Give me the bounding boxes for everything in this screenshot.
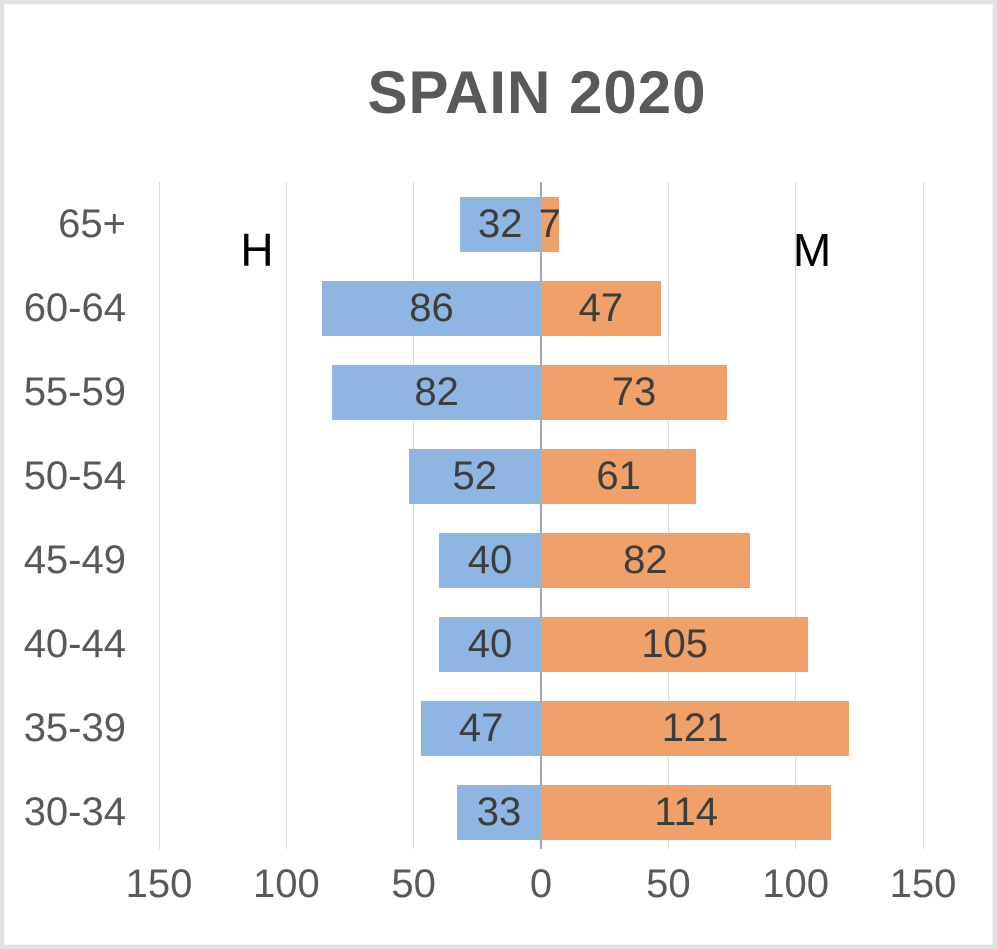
bar-value-label: 121	[661, 705, 729, 750]
bar-value-label: 32	[477, 201, 523, 246]
chart-title: SPAIN 2020	[367, 59, 707, 126]
bar-value-label: 47	[458, 705, 504, 750]
zero-axis-line	[540, 182, 542, 849]
bar-value-label: 52	[452, 453, 498, 498]
bar-m: 47	[541, 280, 661, 336]
gridline	[667, 182, 669, 849]
bar-h: 82	[332, 364, 541, 420]
bar-h: 40	[439, 616, 541, 672]
bar-value-label: 7	[538, 201, 562, 246]
category-label: 50-54	[23, 453, 126, 498]
gridline	[922, 182, 924, 849]
bar-m: 7	[538, 196, 562, 252]
bar-h: 40	[439, 532, 541, 588]
bar-value-label: 105	[641, 621, 709, 666]
bar-value-label: 40	[467, 537, 513, 582]
bar-value-label: 40	[467, 621, 513, 666]
gridline	[413, 182, 415, 849]
bar-h: 86	[321, 280, 541, 336]
bar-m: 73	[541, 364, 727, 420]
category-label: 60-64	[23, 285, 126, 330]
gridline	[158, 182, 160, 849]
x-tick-label: 50	[646, 862, 691, 906]
bar-value-label: 114	[654, 789, 719, 834]
bar-m: 121	[541, 700, 850, 756]
bar-value-label: 73	[611, 369, 657, 414]
category-label: 40-44	[23, 621, 126, 666]
bar-m: 61	[541, 448, 697, 504]
series-label-h: H	[240, 224, 274, 276]
gridline	[795, 182, 797, 849]
bar-value-label: 82	[623, 537, 668, 582]
category-label: 65+	[58, 201, 126, 246]
bar-h: 33	[456, 784, 541, 840]
category-label: 30-34	[23, 789, 126, 834]
x-tick-label: 100	[252, 862, 320, 906]
x-tick-label: 50	[391, 862, 436, 906]
bar-value-label: 82	[414, 369, 459, 414]
bar-h: 32	[459, 196, 541, 252]
bar-value-label: 47	[578, 285, 624, 330]
category-label: 45-49	[23, 537, 126, 582]
bar-m: 105	[541, 616, 809, 672]
bar-value-label: 86	[409, 285, 454, 330]
plot-area: 150 100 50 0 50 100 150 65+ 32 7 60-64 86 47 55-59 82 7…	[4, 4, 993, 945]
x-tick-label: 0	[529, 862, 553, 906]
category-label: 35-39	[23, 705, 126, 750]
bar-value-label: 33	[476, 789, 522, 834]
x-tick-label: 100	[762, 862, 830, 906]
series-label-m: M	[792, 224, 832, 276]
bar-m: 114	[541, 784, 832, 840]
x-tick-label: 150	[125, 862, 193, 906]
category-label: 55-59	[23, 369, 126, 414]
x-tick-label: 150	[889, 862, 957, 906]
bar-h: 47	[421, 700, 541, 756]
gridline	[285, 182, 287, 849]
bar-h: 52	[408, 448, 541, 504]
bar-value-label: 61	[596, 453, 641, 498]
bar-m: 82	[541, 532, 750, 588]
